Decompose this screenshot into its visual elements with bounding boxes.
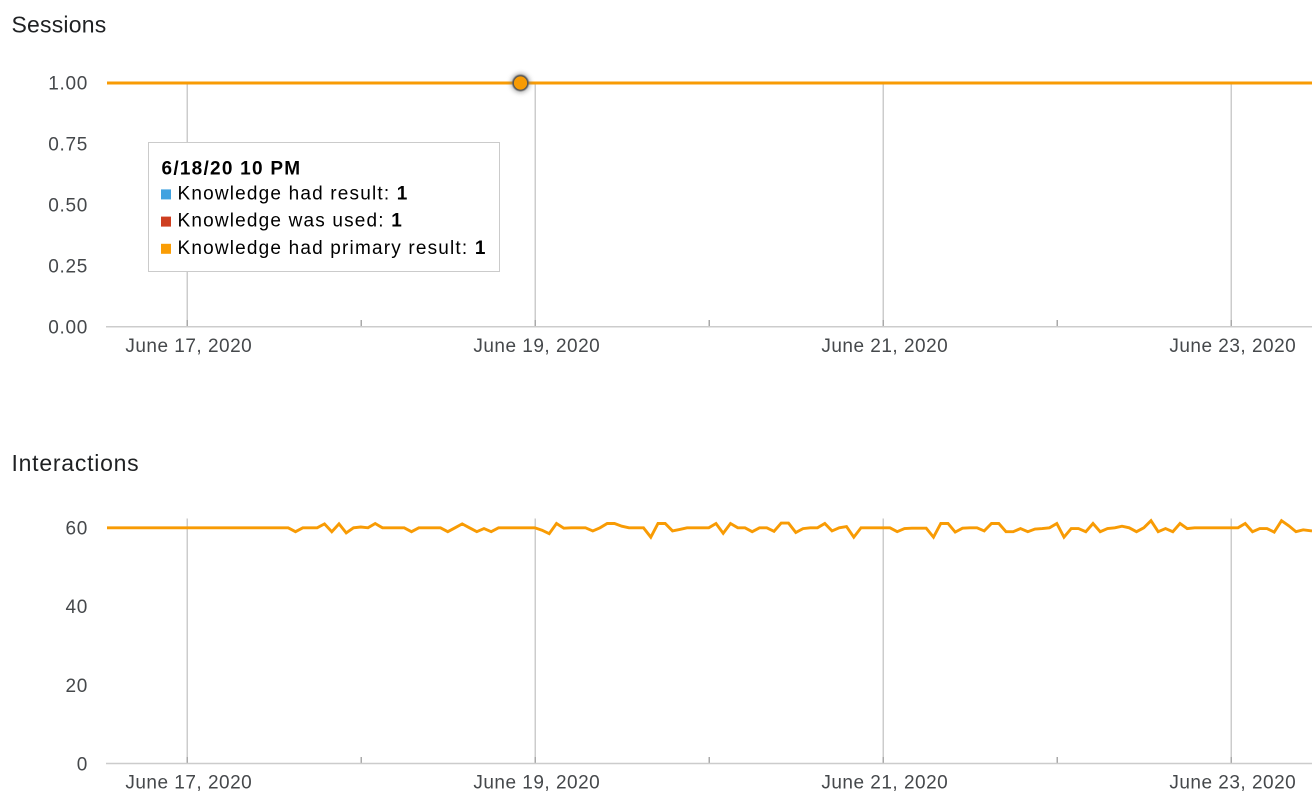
svg-text:June 23, 2020: June 23, 2020: [1169, 773, 1296, 794]
svg-text:1.00: 1.00: [48, 74, 88, 95]
svg-text:Knowledge had primary result:: Knowledge had primary result: 1: [178, 238, 487, 259]
svg-text:60: 60: [65, 519, 88, 540]
svg-text:0: 0: [77, 755, 88, 776]
svg-text:0.75: 0.75: [48, 135, 88, 156]
svg-text:June 17, 2020: June 17, 2020: [125, 773, 252, 794]
svg-text:June 23, 2020: June 23, 2020: [1169, 336, 1296, 357]
svg-text:0.50: 0.50: [48, 196, 88, 217]
svg-text:June 19, 2020: June 19, 2020: [473, 773, 600, 794]
svg-text:June 21, 2020: June 21, 2020: [821, 773, 948, 794]
svg-text:6/18/20 10 PM: 6/18/20 10 PM: [162, 158, 302, 179]
svg-text:Knowledge had result: 1: Knowledge had result: 1: [178, 184, 409, 205]
svg-text:Knowledge was used: 1: Knowledge was used: 1: [178, 211, 403, 232]
svg-text:June 17, 2020: June 17, 2020: [125, 336, 252, 357]
svg-text:Interactions: Interactions: [12, 450, 140, 476]
svg-text:20: 20: [65, 676, 88, 697]
svg-text:June 19, 2020: June 19, 2020: [473, 336, 600, 357]
svg-text:Sessions: Sessions: [12, 12, 107, 38]
svg-text:0.00: 0.00: [48, 317, 88, 338]
svg-text:June 21, 2020: June 21, 2020: [821, 336, 948, 357]
svg-text:0.25: 0.25: [48, 256, 88, 277]
svg-text:40: 40: [65, 597, 88, 618]
